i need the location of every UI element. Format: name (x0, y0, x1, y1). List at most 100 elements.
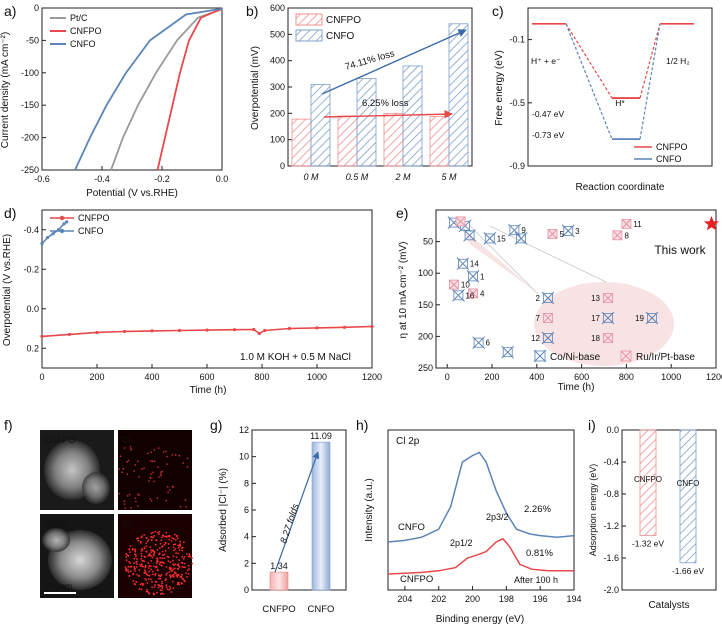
cl-dot-cnfo-183 (150, 578, 152, 581)
panel-e-inset-point-5 (541, 331, 555, 345)
cl-dot-cnfpo-19 (129, 493, 131, 496)
panel-i-bar-cnfo (679, 429, 697, 564)
cl-dot-cnfo-63 (152, 573, 154, 576)
cl-dot-cnfo-11 (181, 583, 183, 585)
cl-dot-cnfo-342 (160, 584, 163, 587)
cl-dot-cnfo-210 (158, 584, 160, 586)
cl-dot-cnfo-298 (148, 553, 151, 556)
cl-dot-cnfpo-16 (130, 507, 132, 509)
cl-dot-cnfo-134 (154, 543, 157, 546)
panel-d-point-cnfpo-5 (177, 328, 182, 333)
cl-dot-cnfpo-56 (130, 448, 132, 450)
cl-dot-cnfpo-29 (167, 486, 169, 488)
cl-dot-cnfpo-69 (118, 492, 121, 495)
cl-dot-cnfo-225 (141, 535, 143, 537)
panel-e-ytick-label-4: 250 (418, 363, 433, 373)
cl-dot-cnfo-320 (137, 537, 140, 539)
panel-b-ytick-label-4: 400 (270, 56, 285, 66)
panel-label-g: g) (210, 417, 222, 433)
panel-g-ytick-label-0: 0 (244, 585, 249, 595)
cl-dot-cnfo-174 (128, 561, 130, 563)
cl-dot-cnfo-255 (167, 535, 169, 537)
panel-e-inset-point-2 (543, 313, 553, 323)
panel-e-inset-point-6 (603, 333, 613, 343)
panel-e-point-7 (456, 257, 470, 271)
cl-dot-cnfo-217 (182, 546, 184, 549)
cl-dot-cnfo-316 (136, 573, 138, 576)
panel-i-ylabel: Adsorption energy (eV) (588, 464, 598, 557)
panel-e-inset-point-2-stroke-2 (543, 313, 553, 323)
cl-dot-cnfo-198 (166, 572, 168, 575)
cl-dot-cnfpo-30 (186, 466, 189, 468)
cl-dot-cnfo-156 (143, 546, 146, 549)
cl-dot-cnfo-69 (148, 578, 150, 580)
cl-dot-cnfo-356 (178, 559, 180, 561)
panel-e-inset-point-4-box (647, 313, 657, 323)
cl-dot-cnfo-329 (184, 580, 186, 583)
panel-g-bar-cnfo (311, 441, 331, 591)
cl-dot-cnfo-232 (156, 549, 159, 551)
panel-d-xlabel: Time (h) (190, 385, 227, 396)
panel-e-inset-point-3-box (603, 313, 613, 323)
panel-e-xtick-label-4: 800 (619, 372, 634, 382)
cl-dot-cnfo-337 (156, 591, 158, 594)
cl-dot-cnfo-293 (160, 539, 163, 541)
panel-d-point-cnfpo-11 (287, 326, 292, 331)
panel-e-point-16-box (502, 347, 513, 358)
panel-e-point-label-10: 10 (461, 281, 470, 290)
cl-dot-cnfo-348 (170, 591, 173, 593)
panel-b-bar-cnfo-0 (310, 83, 331, 167)
panel-c-cnfpo-rise (565, 23, 613, 99)
cl-dot-cnfpo-10 (130, 449, 133, 451)
cl-dot-cnfo-115 (169, 576, 172, 579)
panel-g-chart: 0 2 4 6 8 10 12 1.34 CNFPO 11.09 CNFO Adsorbed |C… (218, 425, 347, 615)
panel-e-this-work-label: This work (654, 243, 706, 257)
cl-dot-cnfo-304 (124, 566, 127, 568)
panel-b-cnfpo-loss: 6.25% loss (362, 98, 409, 109)
cl-dot-cnfpo-15 (166, 463, 168, 465)
cl-dot-cnfo-188 (140, 555, 143, 557)
cl-dot-cnfpo-37 (179, 506, 182, 508)
cl-dot-cnfo-140 (187, 555, 190, 558)
panel-e-point-16 (501, 345, 515, 359)
panel-e-ytick-label-1: 100 (418, 268, 433, 278)
cl-dot-cnfo-49 (153, 565, 155, 568)
cl-dot-cnfo-289 (173, 572, 176, 574)
cl-dot-cnfpo-50 (127, 495, 129, 497)
panel-a-xlabel: Potential (V vs.RHE) (86, 188, 178, 199)
panel-c-ylabel: Free energy (eV) (494, 50, 505, 126)
cl-dot-cnfo-313 (164, 579, 167, 582)
cl-dot-cnfpo-66 (162, 451, 165, 453)
cl-dot-cnfo-270 (172, 543, 175, 546)
cl-dot-cnfo-93 (156, 562, 158, 565)
panel-i-ytick-label-4: -1.6 (603, 553, 619, 563)
panel-b-ylabel: Overpotential (mV) (250, 46, 261, 130)
cl-dot-cnfo-267 (140, 540, 142, 543)
cl-dot-cnfo-246 (140, 536, 143, 539)
cl-dot-cnfo-142 (151, 581, 153, 583)
cl-dot-cnfo-226 (170, 570, 173, 572)
cl-dot-cnfo-222 (191, 557, 193, 559)
panel-b-bar-cnfpo-1 (337, 115, 358, 167)
cl-dot-cnfo-122 (141, 565, 143, 568)
panel-a-ytick-label-2: -100 (21, 68, 39, 78)
cl-dot-cnfo-278 (145, 550, 148, 553)
cl-dot-cnfo-70 (133, 553, 136, 556)
panel-e-chart: 02004006008001000120050100150200250 1356… (398, 209, 722, 393)
cl-dot-cnfo-36 (146, 590, 149, 593)
cl-dot-cnfo-262 (177, 564, 180, 567)
cl-dot-cnfo-196 (147, 574, 149, 576)
panel-e-ytick-label-0: 50 (423, 237, 433, 247)
panel-e-xtick-label-3: 600 (574, 372, 589, 382)
cl-dot-cnfo-164 (161, 586, 164, 588)
cl-dot-cnfo-161 (172, 563, 174, 566)
cl-dot-cnfo-74 (141, 549, 144, 551)
cl-dot-cnfo-219 (153, 535, 156, 537)
panel-h-series-cnfpo (387, 537, 574, 575)
cl-dot-cnfo-215 (141, 582, 143, 585)
panel-d-point-cnfpo-6 (205, 328, 209, 332)
cl-dot-cnfo-120 (179, 545, 182, 547)
panel-b-bar-cnfpo-3 (429, 116, 450, 167)
panel-h-xlabel: Binding energy (eV) (436, 614, 524, 625)
panel-e-point-9-stroke-2 (468, 288, 478, 299)
